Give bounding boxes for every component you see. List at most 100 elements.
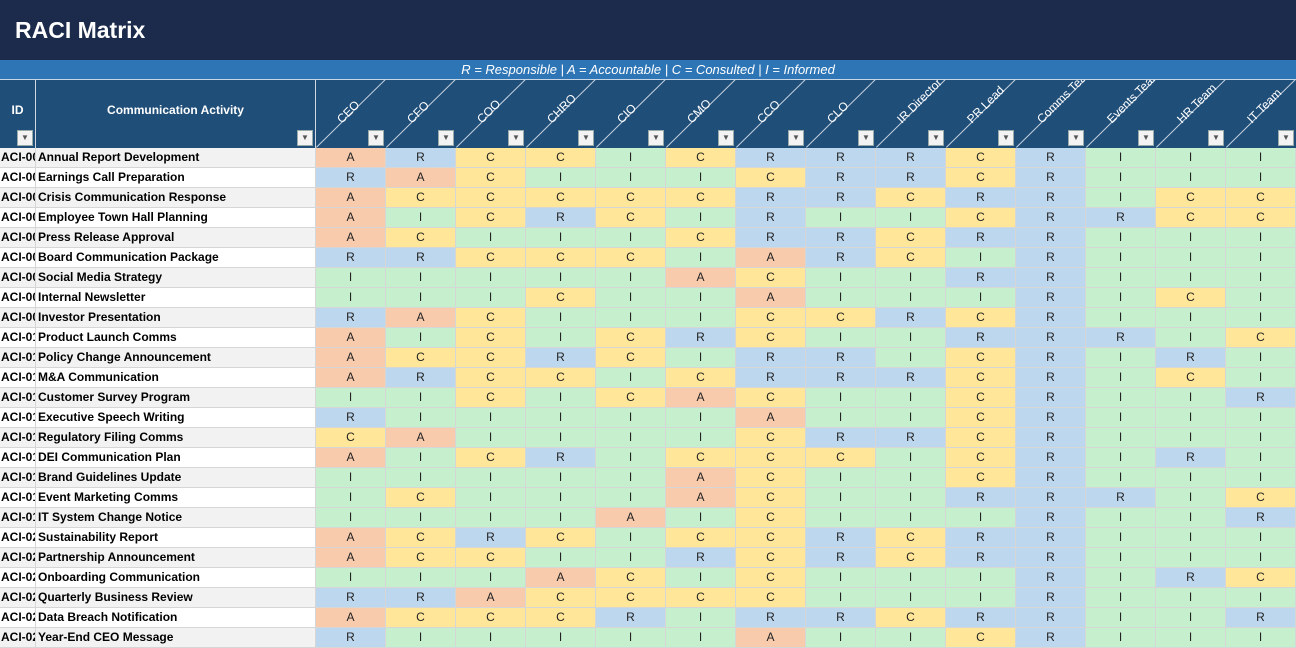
- raci-cell-cfo[interactable]: C: [386, 548, 456, 568]
- raci-cell-hr-team[interactable]: I: [1156, 588, 1226, 608]
- activity-id[interactable]: ACI-022: [0, 568, 36, 588]
- raci-cell-ir-director[interactable]: I: [876, 348, 946, 368]
- raci-cell-cco[interactable]: C: [736, 428, 806, 448]
- raci-cell-ir-director[interactable]: I: [876, 628, 946, 648]
- raci-cell-events-team[interactable]: I: [1086, 388, 1156, 408]
- raci-cell-ir-director[interactable]: I: [876, 508, 946, 528]
- raci-cell-hr-team[interactable]: C: [1156, 188, 1226, 208]
- raci-cell-it-team[interactable]: I: [1226, 588, 1296, 608]
- raci-cell-ceo[interactable]: A: [316, 608, 386, 628]
- activity-id[interactable]: ACI-016: [0, 448, 36, 468]
- raci-cell-coo[interactable]: C: [456, 308, 526, 328]
- raci-cell-cmo[interactable]: I: [666, 288, 736, 308]
- raci-cell-cco[interactable]: R: [736, 348, 806, 368]
- raci-cell-cmo[interactable]: I: [666, 628, 736, 648]
- raci-cell-cco[interactable]: C: [736, 488, 806, 508]
- raci-cell-comms-team[interactable]: R: [1016, 568, 1086, 588]
- raci-cell-hr-team[interactable]: I: [1156, 428, 1226, 448]
- raci-cell-coo[interactable]: C: [456, 348, 526, 368]
- raci-cell-comms-team[interactable]: R: [1016, 488, 1086, 508]
- raci-cell-comms-team[interactable]: R: [1016, 228, 1086, 248]
- raci-cell-coo[interactable]: C: [456, 188, 526, 208]
- raci-cell-comms-team[interactable]: R: [1016, 588, 1086, 608]
- raci-cell-cfo[interactable]: I: [386, 408, 456, 428]
- raci-cell-chro[interactable]: R: [526, 348, 596, 368]
- raci-cell-hr-team[interactable]: I: [1156, 308, 1226, 328]
- raci-cell-coo[interactable]: I: [456, 408, 526, 428]
- raci-cell-coo[interactable]: C: [456, 388, 526, 408]
- raci-cell-cfo[interactable]: C: [386, 348, 456, 368]
- raci-cell-cmo[interactable]: I: [666, 508, 736, 528]
- raci-cell-coo[interactable]: C: [456, 448, 526, 468]
- raci-cell-pr-lead[interactable]: C: [946, 448, 1016, 468]
- raci-cell-cco[interactable]: C: [736, 468, 806, 488]
- filter-dropdown-icon[interactable]: ▼: [718, 130, 734, 146]
- raci-cell-hr-team[interactable]: I: [1156, 228, 1226, 248]
- activity-name[interactable]: Product Launch Comms: [36, 328, 316, 348]
- raci-cell-it-team[interactable]: R: [1226, 388, 1296, 408]
- raci-cell-cio[interactable]: A: [596, 508, 666, 528]
- raci-cell-pr-lead[interactable]: R: [946, 548, 1016, 568]
- raci-cell-cio[interactable]: C: [596, 248, 666, 268]
- raci-cell-comms-team[interactable]: R: [1016, 528, 1086, 548]
- raci-cell-clo[interactable]: I: [806, 208, 876, 228]
- raci-cell-events-team[interactable]: R: [1086, 328, 1156, 348]
- raci-cell-cmo[interactable]: C: [666, 588, 736, 608]
- activity-name[interactable]: Sustainability Report: [36, 528, 316, 548]
- raci-cell-pr-lead[interactable]: C: [946, 628, 1016, 648]
- raci-cell-cmo[interactable]: I: [666, 248, 736, 268]
- raci-cell-pr-lead[interactable]: R: [946, 188, 1016, 208]
- activity-id[interactable]: ACI-011: [0, 348, 36, 368]
- raci-cell-cio[interactable]: I: [596, 528, 666, 548]
- activity-id[interactable]: ACI-019: [0, 508, 36, 528]
- raci-cell-pr-lead[interactable]: C: [946, 428, 1016, 448]
- raci-cell-clo[interactable]: R: [806, 368, 876, 388]
- raci-cell-clo[interactable]: R: [806, 248, 876, 268]
- activity-name[interactable]: Data Breach Notification: [36, 608, 316, 628]
- raci-cell-it-team[interactable]: I: [1226, 548, 1296, 568]
- raci-cell-it-team[interactable]: R: [1226, 608, 1296, 628]
- raci-cell-hr-team[interactable]: I: [1156, 388, 1226, 408]
- raci-cell-ir-director[interactable]: I: [876, 488, 946, 508]
- raci-cell-cfo[interactable]: I: [386, 208, 456, 228]
- raci-cell-cmo[interactable]: I: [666, 308, 736, 328]
- raci-cell-events-team[interactable]: I: [1086, 188, 1156, 208]
- raci-cell-it-team[interactable]: I: [1226, 148, 1296, 168]
- raci-cell-ir-director[interactable]: I: [876, 408, 946, 428]
- raci-cell-chro[interactable]: I: [526, 308, 596, 328]
- raci-cell-chro[interactable]: I: [526, 428, 596, 448]
- activity-id[interactable]: ACI-025: [0, 628, 36, 648]
- raci-cell-chro[interactable]: C: [526, 248, 596, 268]
- raci-cell-cio[interactable]: I: [596, 228, 666, 248]
- filter-dropdown-icon[interactable]: ▼: [858, 130, 874, 146]
- raci-cell-ceo[interactable]: I: [316, 508, 386, 528]
- raci-cell-comms-team[interactable]: R: [1016, 548, 1086, 568]
- raci-cell-ir-director[interactable]: C: [876, 548, 946, 568]
- raci-cell-cco[interactable]: C: [736, 328, 806, 348]
- raci-cell-events-team[interactable]: I: [1086, 508, 1156, 528]
- raci-cell-cmo[interactable]: A: [666, 468, 736, 488]
- raci-cell-clo[interactable]: I: [806, 468, 876, 488]
- raci-cell-cfo[interactable]: I: [386, 388, 456, 408]
- raci-cell-hr-team[interactable]: I: [1156, 488, 1226, 508]
- raci-cell-hr-team[interactable]: I: [1156, 268, 1226, 288]
- raci-cell-comms-team[interactable]: R: [1016, 628, 1086, 648]
- raci-cell-cfo[interactable]: I: [386, 628, 456, 648]
- activity-name[interactable]: Press Release Approval: [36, 228, 316, 248]
- filter-dropdown-icon[interactable]: ▼: [438, 130, 454, 146]
- raci-cell-pr-lead[interactable]: C: [946, 368, 1016, 388]
- filter-dropdown-icon[interactable]: ▼: [998, 130, 1014, 146]
- filter-dropdown-icon[interactable]: ▼: [928, 130, 944, 146]
- raci-cell-cio[interactable]: I: [596, 368, 666, 388]
- raci-cell-cfo[interactable]: R: [386, 248, 456, 268]
- raci-cell-hr-team[interactable]: I: [1156, 548, 1226, 568]
- raci-cell-events-team[interactable]: I: [1086, 348, 1156, 368]
- raci-cell-cco[interactable]: C: [736, 528, 806, 548]
- filter-dropdown-icon[interactable]: ▼: [368, 130, 384, 146]
- raci-cell-pr-lead[interactable]: C: [946, 348, 1016, 368]
- raci-cell-pr-lead[interactable]: C: [946, 468, 1016, 488]
- raci-cell-ir-director[interactable]: I: [876, 268, 946, 288]
- raci-cell-events-team[interactable]: I: [1086, 228, 1156, 248]
- raci-cell-comms-team[interactable]: R: [1016, 508, 1086, 528]
- filter-dropdown-icon[interactable]: ▼: [1138, 130, 1154, 146]
